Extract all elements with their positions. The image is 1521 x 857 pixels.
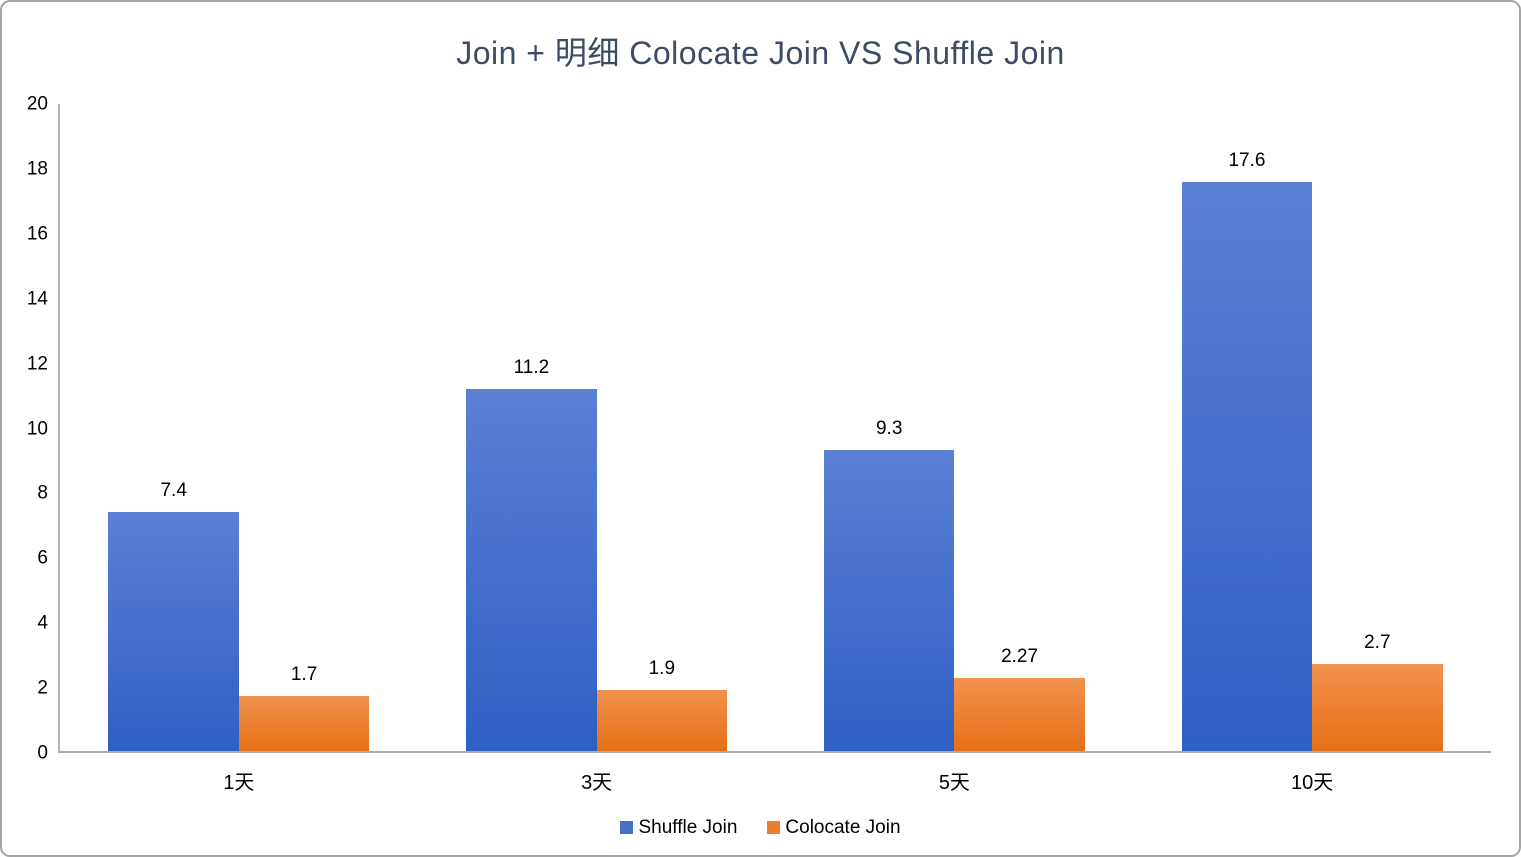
y-tick-label: 4	[37, 612, 48, 634]
bar-colocate-join: 1.9	[596, 658, 728, 751]
y-tick-label: 18	[26, 158, 48, 180]
legend-marker-colocate-join	[767, 820, 781, 834]
y-tick-label: 16	[26, 223, 48, 245]
chart-title: Join + 明细 Colocate Join VS Shuffle Join	[456, 35, 1065, 71]
bar-shuffle-join: 7.4	[108, 480, 239, 751]
bar-group-1天: 7.4 1.7	[60, 104, 418, 751]
bar-group-10天: 17.6 2.7	[1133, 104, 1491, 751]
legend-item-shuffle-join: Shuffle Join	[620, 817, 737, 839]
x-axis-label-3天: 3天	[581, 772, 613, 794]
x-axis-label-1天: 1天	[223, 772, 255, 794]
x-axis-label-5天: 5天	[938, 772, 970, 794]
bar-shuffle-join: 9.3	[823, 418, 955, 751]
bar-value-label: 1.7	[290, 664, 318, 686]
bar-group-5天: 9.3 2.27	[776, 104, 1134, 751]
bar-colocate-join: 1.7	[238, 664, 370, 751]
bar-shuffle-join: 17.6	[1181, 150, 1313, 751]
legend-label: Colocate Join	[785, 817, 901, 838]
y-tick-label: 8	[37, 482, 48, 504]
legend-label: Shuffle Join	[638, 817, 738, 838]
x-axis-label-10天: 10天	[1291, 772, 1334, 794]
bar-value-label: 1.9	[648, 657, 676, 679]
bar-colocate-join: 2.7	[1312, 632, 1443, 751]
y-tick-label: 6	[37, 547, 48, 569]
bar-value-label: 9.3	[875, 418, 903, 440]
y-tick-label: 12	[26, 353, 48, 375]
y-tick-label: 20	[26, 93, 48, 115]
legend: Shuffle Join Colocate Join	[2, 817, 1519, 839]
bar-value-label: 2.7	[1364, 631, 1391, 653]
y-tick-label: 2	[37, 677, 48, 699]
y-tick-label: 10	[26, 418, 48, 439]
y-axis: 0 2 4 6 8 10 12 14 16 18 20	[16, 95, 58, 763]
chart-body: 0 2 4 6 8 10 12 14 16 18 20 7.4 1.7 11.2 1.9 9.3 2.27 17…	[16, 95, 1491, 763]
legend-item-colocate-join: Colocate Join	[767, 817, 901, 839]
bar-value-label: 7.4	[160, 479, 187, 501]
bar-value-label: 2.27	[1001, 645, 1039, 667]
y-tick-label: 14	[26, 288, 48, 310]
legend-marker-shuffle-join	[620, 820, 634, 834]
x-axis-labels: 1天 3天 5天 10天	[60, 753, 1491, 795]
plot-area: 7.4 1.7 11.2 1.9 9.3 2.27 17.6 2.7	[58, 104, 1491, 753]
bar-group-3天: 11.2 1.9	[418, 104, 776, 751]
bar-shuffle-join: 11.2	[466, 357, 597, 751]
bar-colocate-join: 2.27	[954, 646, 1085, 751]
y-tick-label: 0	[37, 742, 48, 764]
bar-value-label: 17.6	[1228, 149, 1266, 171]
bar-value-label: 11.2	[513, 356, 550, 378]
